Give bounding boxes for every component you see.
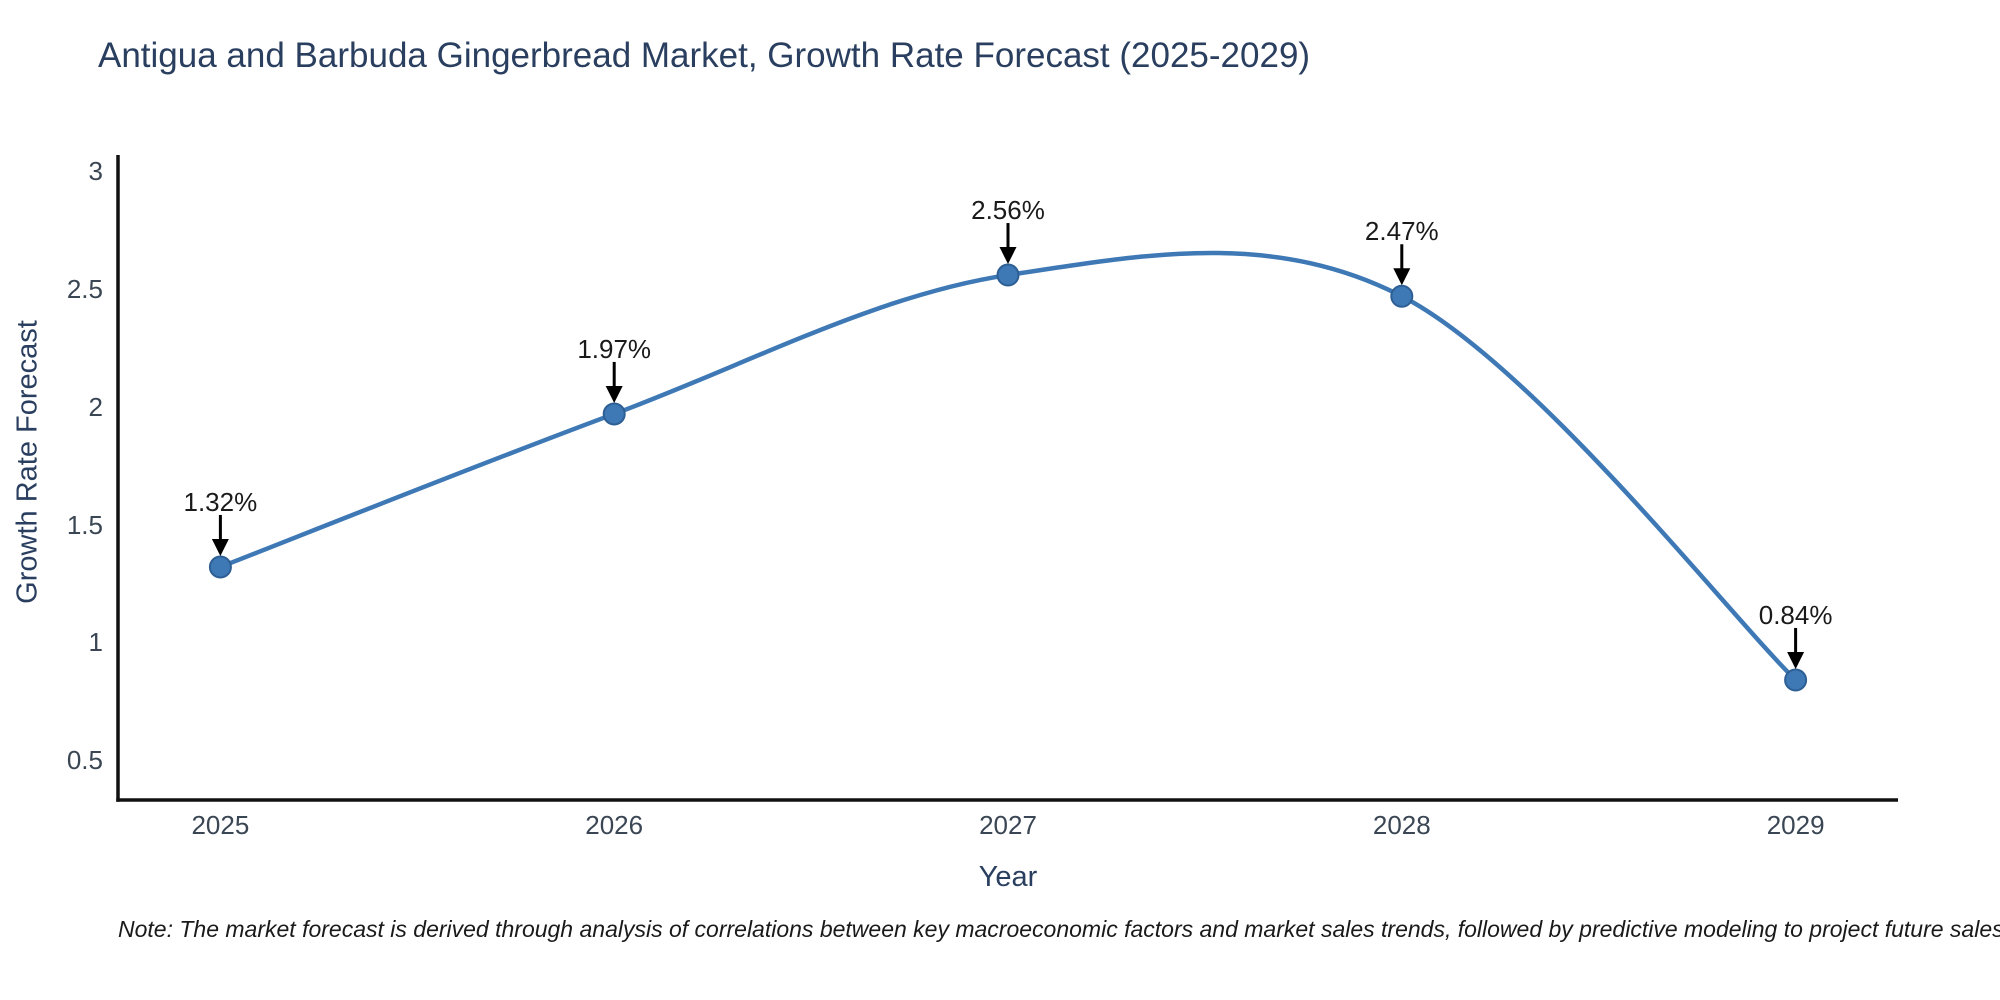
annotation-arrowhead-icon (605, 385, 623, 403)
point-value-label: 1.32% (183, 486, 258, 517)
data-point-marker[interactable] (602, 402, 626, 426)
x-tick-label: 2025 (191, 810, 250, 840)
y-tick-label: 3 (88, 156, 103, 187)
point-value-label: 2.47% (1364, 216, 1439, 247)
x-tick-label: 2027 (979, 810, 1037, 840)
annotation-arrowhead-icon (1787, 651, 1805, 669)
footnote: Note: The market forecast is derived thr… (118, 916, 2000, 942)
point-value-label: 1.97% (577, 333, 652, 364)
x-tick-label: 2028 (1372, 810, 1431, 840)
y-tick-label: 2.5 (66, 274, 103, 305)
point-value-label: 2.56% (971, 195, 1045, 226)
data-point-marker[interactable] (1784, 668, 1808, 692)
annotation-arrowhead-icon (999, 247, 1017, 265)
data-point-marker[interactable] (208, 555, 232, 579)
y-axis-title: Growth Rate Forecast (11, 320, 44, 604)
data-point-marker[interactable] (996, 263, 1020, 287)
x-axis-title: Year (978, 861, 1038, 893)
x-tick-label: 2029 (1766, 810, 1825, 840)
y-tick-label: 0.5 (66, 744, 103, 775)
chart-title: Antigua and Barbuda Gingerbread Market, … (98, 36, 1311, 75)
y-tick-label: 1 (88, 627, 103, 658)
annotation-arrowhead-icon (211, 538, 229, 556)
forecast-line (219, 250, 1798, 682)
point-value-label: 0.84% (1758, 599, 1833, 630)
y-tick-label: 1.5 (66, 509, 103, 540)
y-tick-label: 2 (88, 391, 103, 422)
x-tick-label: 2026 (585, 810, 644, 840)
annotation-arrowhead-icon (1393, 268, 1411, 286)
data-point-marker[interactable] (1390, 284, 1414, 308)
